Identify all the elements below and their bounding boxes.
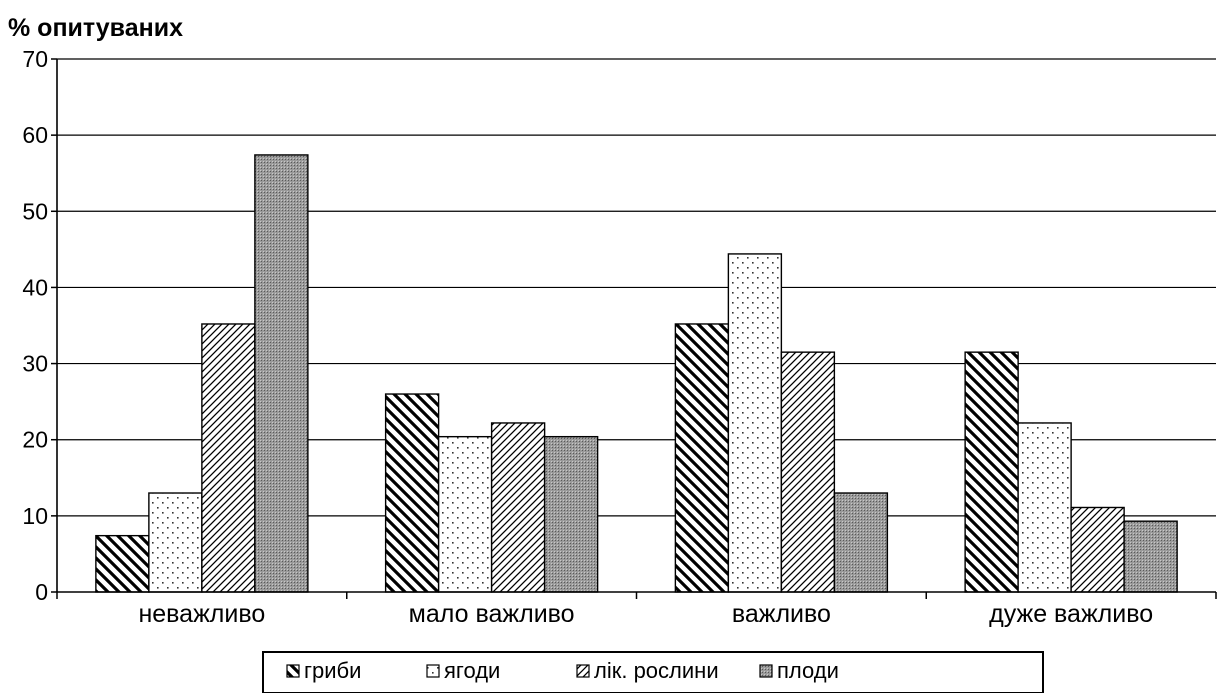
bar-3-3 — [780, 351, 836, 593]
y-tick-label: 60 — [22, 122, 48, 148]
bar-3-4 — [1070, 506, 1125, 593]
y-tick-label: 10 — [22, 503, 48, 529]
y-tick-label: 70 — [22, 46, 48, 72]
legend-box — [262, 651, 1044, 693]
bar-2-3 — [727, 253, 783, 593]
bar-1-2 — [384, 393, 440, 593]
legend-swatch — [426, 664, 440, 678]
y-axis-ticks: 0 10 20 30 40 50 60 70 — [22, 46, 57, 605]
bar-2-1 — [148, 492, 203, 593]
bar-4-1 — [254, 154, 309, 593]
legend-label: гриби — [304, 658, 361, 683]
bar-4-3 — [833, 492, 889, 593]
bar-4-4 — [1123, 520, 1178, 593]
legend: гриби ягоди лік. рослини плоди — [262, 651, 1044, 693]
x-axis-category-labels: неважливо мало важливо важливо дуже важливо — [138, 600, 1153, 628]
x-category-label: дуже важливо — [989, 600, 1153, 628]
legend-swatch — [576, 664, 590, 678]
bar-3-1 — [201, 323, 256, 593]
legend-swatch — [286, 664, 300, 678]
legend-label: ягоди — [444, 658, 500, 683]
bar-2-2 — [437, 435, 493, 593]
bar-2-4 — [1017, 422, 1072, 593]
x-category-label: неважливо — [138, 600, 265, 628]
bar-1-1 — [95, 534, 150, 593]
bars — [95, 154, 1178, 593]
legend-label: лік. рослини — [594, 658, 719, 683]
y-tick-label: 30 — [22, 351, 48, 377]
axes — [56, 59, 1217, 599]
y-tick-label: 0 — [35, 579, 48, 605]
y-tick-label: 40 — [22, 274, 48, 300]
y-axis-title: % опитуваних — [8, 14, 183, 42]
legend-swatch — [759, 664, 773, 678]
x-category-label: мало важливо — [409, 600, 575, 628]
y-tick-label: 50 — [22, 198, 48, 224]
y-tick-label: 20 — [22, 427, 48, 453]
bar-4-2 — [543, 435, 599, 593]
legend-label: плоди — [777, 658, 839, 683]
x-category-label: важливо — [732, 600, 831, 628]
bar-1-4 — [964, 351, 1019, 593]
bar-3-2 — [490, 422, 546, 593]
bar-1-3 — [674, 323, 730, 593]
